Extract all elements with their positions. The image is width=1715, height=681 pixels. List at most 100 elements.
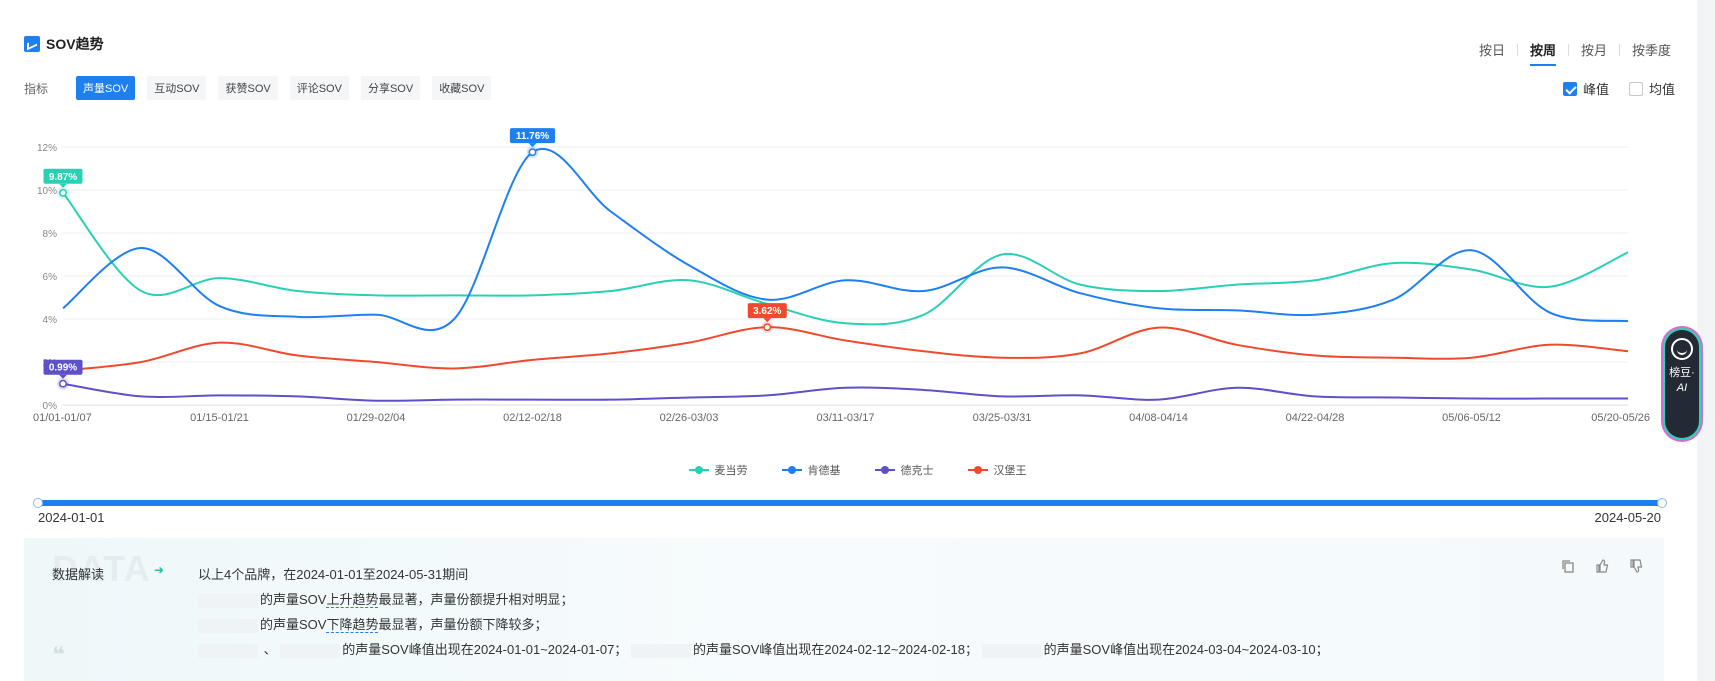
legend-label: 肯德基	[807, 465, 841, 477]
peak-label-pointer	[59, 183, 67, 188]
masked-brand	[630, 643, 691, 658]
x-tick-label: 04/22-04/28	[1286, 412, 1345, 424]
trend-chart-icon	[24, 36, 40, 52]
peak-checkbox-label: 峰值	[1582, 82, 1609, 97]
peak-label-pointer	[528, 143, 537, 148]
peak-checkbox[interactable]: 峰值	[1562, 79, 1609, 98]
x-tick-label: 04/08-04/14	[1129, 412, 1188, 424]
peak-marker	[59, 188, 67, 197]
section-header: SOV趋势	[24, 34, 104, 54]
metric-comments-sov-button[interactable]: 评论SOV	[289, 76, 349, 100]
peak-label-bg	[43, 168, 83, 184]
masked-brand	[198, 593, 258, 608]
data-interpretation-panel: DATA ❝ 数据解读 ➜ 以上4个品牌，在2024-01-01至2024-05…	[24, 538, 1664, 681]
copy-icon[interactable]	[1560, 558, 1576, 574]
sov-line-chart: 0%2%4%6%8%10%12%01/01-01/0701/15-01/2101…	[33, 128, 1650, 424]
series-line	[62, 192, 1629, 326]
thumbs-up-icon[interactable]	[1594, 558, 1610, 574]
masked-brand	[280, 643, 341, 658]
metric-interaction-sov-button[interactable]: 互动SOV	[147, 76, 207, 100]
metric-selector: 指标 声量SOV 互动SOV 获赞SOV 评论SOV 分享SOV 收藏SOV	[24, 76, 503, 100]
peak-marker	[763, 323, 772, 332]
ai-assistant-label: 榜豆·	[1669, 367, 1695, 379]
text: 、	[263, 642, 277, 657]
x-tick-label: 01/01-01/07	[33, 412, 92, 424]
metric-label: 指标	[24, 81, 49, 96]
average-checkbox-box[interactable]	[1628, 81, 1643, 96]
peak-label: 11.76%	[516, 131, 549, 142]
metric-likes-sov-button[interactable]: 获赞SOV	[218, 76, 278, 100]
metric-volume-sov-button[interactable]: 声量SOV	[76, 76, 136, 100]
slider-start-date: 2024-01-01	[38, 510, 105, 525]
y-tick-label: 0%	[43, 401, 58, 412]
text: 的声量SOV峰值出现在2024-02-12~2024-02-18；	[692, 642, 978, 657]
legend-label: 麦当劳	[714, 465, 748, 477]
interpretation-watermark: DATA	[52, 548, 151, 589]
legend-item-dicos[interactable]: 德克士	[874, 462, 934, 478]
metric-favorites-sov-button[interactable]: 收藏SOV	[432, 76, 492, 100]
metric-shares-sov-button[interactable]: 分享SOV	[360, 76, 421, 100]
peak-label: 0.99%	[49, 363, 77, 374]
y-tick-label: 6%	[43, 272, 58, 283]
peak-label-bg	[747, 303, 787, 319]
x-tick-label: 03/11-03/17	[817, 412, 875, 424]
interpretation-text: 以上4个品牌，在2024-01-01至2024-05-31期间 的声量SOV上升…	[198, 562, 1329, 662]
legend-item-mcdonalds[interactable]: 麦当劳	[688, 462, 748, 478]
slider-start-handle[interactable]	[33, 498, 43, 508]
tab-weekly[interactable]: 按周	[1518, 40, 1568, 66]
series-line	[62, 148, 1629, 331]
text: 最显著，声量份额提升相对明显；	[378, 592, 574, 607]
masked-brand	[198, 643, 258, 658]
x-tick-label: 01/29-02/04	[347, 412, 406, 424]
date-range-slider[interactable]	[36, 500, 1664, 506]
arrow-right-icon: ➜	[154, 563, 165, 577]
y-tick-label: 10%	[37, 186, 57, 197]
masked-brand	[981, 643, 1042, 658]
interpretation-summary: 以上4个品牌，在2024-01-01至2024-05-31期间	[198, 567, 469, 582]
interpretation-line: 的声量SOV上升趋势最显著，声量份额提升相对明显；	[198, 587, 1329, 612]
series-line	[62, 382, 1628, 402]
text: 的声量SOV	[260, 592, 327, 607]
interpretation-line: 以上4个品牌，在2024-01-01至2024-05-31期间	[198, 562, 1329, 587]
y-tick-label: 12%	[37, 143, 57, 154]
y-tick-label: 8%	[43, 229, 58, 240]
tab-divider	[1567, 43, 1569, 56]
tab-monthly[interactable]: 按月	[1580, 43, 1607, 58]
tab-daily[interactable]: 按日	[1478, 43, 1505, 58]
x-tick-label: 01/15-01/21	[190, 412, 249, 424]
text: 的声量SOV峰值出现在2024-01-01~2024-01-07；	[342, 642, 628, 657]
x-tick-label: 05/06-05/12	[1442, 412, 1501, 424]
legend-label: 德克士	[900, 465, 934, 477]
tab-quarterly[interactable]: 按季度	[1631, 43, 1671, 58]
x-tick-label: 05/20-05/26	[1591, 412, 1650, 424]
ai-assistant-button[interactable]: 榜豆· AI	[1663, 328, 1701, 440]
interpretation-actions	[1560, 558, 1644, 574]
ai-assistant-tag: AI	[1676, 382, 1688, 394]
slider-end-date: 2024-05-20	[1594, 510, 1662, 525]
peak-label: 3.62%	[753, 306, 781, 317]
average-checkbox[interactable]: 均值	[1628, 79, 1675, 98]
peak-checkbox-box[interactable]	[1562, 81, 1577, 96]
rising-trend-term[interactable]: 上升趋势	[326, 592, 379, 608]
peak-label-bg	[43, 359, 83, 375]
legend-swatch	[874, 466, 895, 474]
x-tick-label: 02/26-03/03	[660, 412, 719, 424]
chart-legend: 麦当劳 肯德基 德克士 汉堡王	[0, 462, 1715, 478]
text: 的声量SOV	[260, 617, 327, 632]
legend-item-kfc[interactable]: 肯德基	[781, 462, 841, 478]
legend-item-burgerking[interactable]: 汉堡王	[967, 462, 1027, 478]
masked-brand	[198, 618, 258, 633]
legend-swatch	[688, 466, 709, 474]
peak-label-pointer	[763, 318, 772, 323]
peak-label-bg	[509, 128, 556, 144]
period-tabs: 按日 按周 按月 按季度	[1467, 40, 1683, 66]
peak-marker	[528, 148, 537, 157]
falling-trend-term[interactable]: 下降趋势	[326, 617, 379, 633]
interpretation-line: 、 的声量SOV峰值出现在2024-01-01~2024-01-07； 的声量S…	[198, 637, 1329, 662]
series-line	[62, 326, 1629, 372]
ai-face-icon	[1671, 338, 1693, 360]
slider-end-handle[interactable]	[1657, 498, 1667, 508]
x-tick-label: 03/25-03/31	[973, 412, 1032, 424]
interpretation-line: 的声量SOV下降趋势最显著，声量份额下降较多；	[198, 612, 1329, 637]
thumbs-down-icon[interactable]	[1628, 558, 1644, 574]
